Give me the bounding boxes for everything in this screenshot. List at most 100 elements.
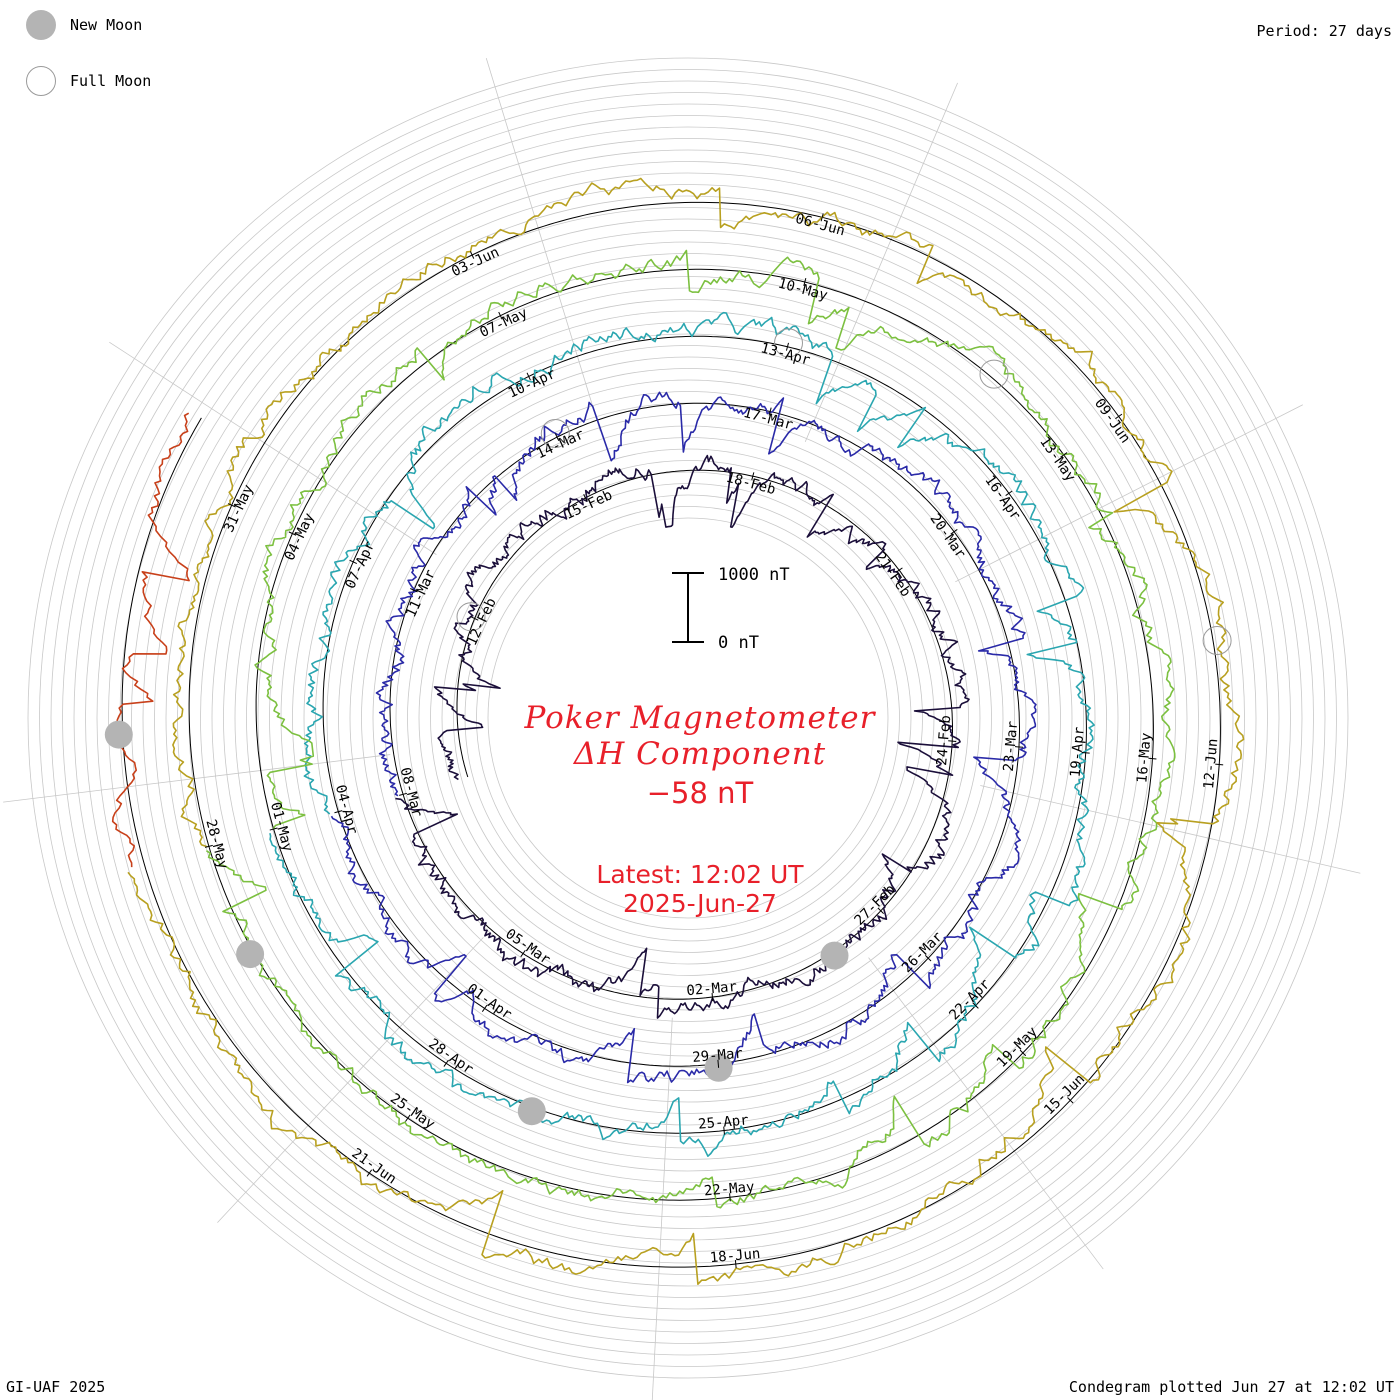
date-tick-mark bbox=[1060, 452, 1068, 458]
date-tick-label: 24-Feb bbox=[934, 715, 954, 767]
scale-bar-bottom-label: 0 nT bbox=[718, 633, 759, 653]
grid-spoke bbox=[109, 341, 437, 555]
date-tick-label: 26-Mar bbox=[899, 929, 946, 976]
grid-circle bbox=[96, 126, 1280, 1310]
date-tick-mark bbox=[470, 616, 479, 621]
grid-circle bbox=[39, 69, 1337, 1367]
grid-circle bbox=[361, 391, 1015, 1045]
grid-circle bbox=[315, 345, 1061, 1091]
plotted-label: Condegram plotted Jun 27 at 12:02 UT bbox=[1068, 1378, 1394, 1396]
delta-h-trace-cycle-1 bbox=[395, 454, 970, 1019]
grid-spoke bbox=[217, 937, 484, 1223]
chart-title: Poker Magnetometer ΔH Component bbox=[0, 700, 1400, 772]
date-tick-mark bbox=[751, 472, 755, 481]
full-moon-marker bbox=[1202, 626, 1232, 655]
radial-spokes bbox=[3, 58, 1361, 1400]
grid-circle bbox=[142, 172, 1234, 1264]
date-tick-label: 29-Mar bbox=[692, 1046, 744, 1066]
date-tick-mark bbox=[405, 1114, 411, 1122]
grid-circle bbox=[407, 437, 969, 999]
grid-spoke bbox=[804, 82, 958, 443]
date-tick-mark bbox=[948, 740, 957, 742]
grid-circle bbox=[85, 115, 1291, 1321]
new-moon-marker bbox=[104, 720, 133, 749]
title-line-2: ΔH Component bbox=[573, 736, 827, 772]
grid-circle bbox=[73, 103, 1303, 1333]
date-tick-label: 28-Apr bbox=[425, 1036, 476, 1078]
new-moon-marker bbox=[517, 1097, 546, 1126]
date-tick-label: 06-Jun bbox=[794, 211, 847, 240]
date-tick-mark bbox=[1067, 1097, 1074, 1104]
date-tick-mark bbox=[1148, 757, 1157, 760]
date-tick-mark bbox=[711, 993, 714, 1002]
date-tick-mark bbox=[1215, 763, 1224, 766]
grid-circle bbox=[303, 333, 1073, 1103]
date-tick-mark bbox=[768, 407, 772, 416]
full-moon-icon bbox=[26, 66, 56, 96]
grid-circle bbox=[62, 92, 1314, 1344]
date-tick-label: 22-Apr bbox=[946, 976, 993, 1023]
grid-circle bbox=[223, 253, 1153, 1183]
date-tick-label: 25-Apr bbox=[698, 1112, 750, 1132]
date-tick-mark bbox=[723, 1126, 725, 1135]
grid-circle bbox=[395, 425, 981, 1011]
date-tick-mark bbox=[227, 503, 236, 508]
grid-spoke bbox=[868, 957, 1104, 1270]
date-tick-mark bbox=[924, 954, 932, 962]
moon-phase-markers bbox=[104, 328, 1232, 1126]
date-tick-label: 20-Mar bbox=[926, 511, 968, 562]
date-tick-mark bbox=[972, 1002, 979, 1009]
date-tick-label: 13-Apr bbox=[759, 340, 812, 369]
grid-circle bbox=[476, 506, 900, 930]
grid-spoke bbox=[485, 58, 601, 432]
grid-circle bbox=[464, 494, 912, 942]
grid-circle bbox=[165, 195, 1211, 1241]
date-tick-mark bbox=[877, 907, 884, 914]
date-tick-mark bbox=[950, 529, 958, 535]
full-moon-label: Full Moon bbox=[70, 72, 152, 90]
date-tick-mark bbox=[785, 342, 789, 351]
grid-circle bbox=[108, 138, 1268, 1298]
scale-bar: 1000 nT 0 nT bbox=[672, 565, 790, 653]
latest-time: Latest: 12:02 UT bbox=[596, 860, 804, 889]
grid-circle bbox=[211, 241, 1165, 1195]
grid-circle bbox=[418, 448, 958, 988]
moon-legend: New Moon Full Moon bbox=[26, 10, 151, 122]
grid-circle bbox=[269, 299, 1107, 1137]
date-tick-mark bbox=[399, 792, 408, 796]
date-tick-mark bbox=[204, 844, 213, 848]
full-moon-marker bbox=[774, 328, 803, 358]
grid-circle bbox=[292, 322, 1084, 1114]
delta-h-traces bbox=[111, 177, 1245, 1285]
date-tick-mark bbox=[583, 494, 588, 502]
delta-h-trace-cycle-3 bbox=[269, 311, 1095, 1157]
grid-circle bbox=[200, 230, 1176, 1206]
date-tick-mark bbox=[443, 1059, 449, 1067]
new-moon-icon bbox=[26, 10, 56, 40]
date-tick-mark bbox=[895, 567, 903, 573]
date-tick-mark bbox=[717, 1059, 720, 1068]
new-moon-marker bbox=[820, 941, 849, 970]
date-tick-mark bbox=[349, 559, 358, 565]
latest-timestamp: Latest: 12:02 UT 2025-Jun-27 bbox=[0, 860, 1400, 918]
date-tick-mark bbox=[554, 433, 560, 441]
date-tick-label: 31-May bbox=[221, 482, 257, 535]
full-moon-marker bbox=[456, 602, 486, 632]
grid-circle bbox=[257, 287, 1119, 1149]
grid-circle bbox=[154, 184, 1222, 1252]
grid-spoke bbox=[3, 754, 391, 803]
full-moon-marker bbox=[540, 419, 570, 448]
date-tick-mark bbox=[334, 810, 343, 814]
grid-spoke bbox=[955, 404, 1303, 583]
period-label: Period: 27 days bbox=[1256, 22, 1392, 40]
date-tick-mark bbox=[366, 1169, 373, 1177]
date-tick-mark bbox=[269, 827, 278, 831]
title-line-1: Poker Magnetometer bbox=[524, 700, 876, 736]
date-tick-label: 01-Apr bbox=[464, 981, 515, 1023]
delta-h-trace-cycle-2 bbox=[330, 391, 1037, 1084]
date-tick-mark bbox=[1014, 746, 1023, 748]
date-tick-mark bbox=[1081, 751, 1090, 754]
radial-grid bbox=[27, 57, 1349, 1379]
date-tick-label: 19-Apr bbox=[1068, 726, 1088, 778]
